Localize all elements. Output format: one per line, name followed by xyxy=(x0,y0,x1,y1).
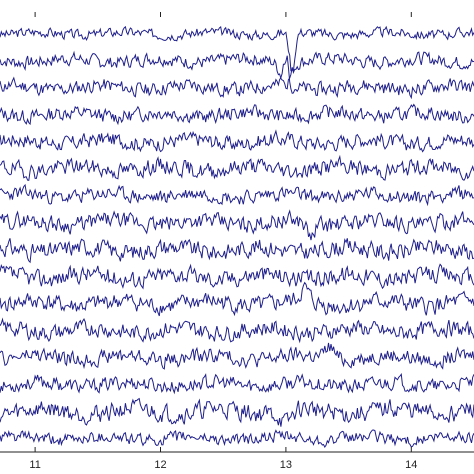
channel-trace-8 xyxy=(0,209,474,241)
channel-trace-4 xyxy=(0,103,474,126)
x-axis: 11 12 13 14 xyxy=(0,12,474,471)
channel-trace-13 xyxy=(0,342,474,370)
channel-trace-3 xyxy=(0,55,474,100)
channel-trace-7 xyxy=(0,183,474,207)
channel-trace-1 xyxy=(0,25,474,72)
channel-trace-5 xyxy=(0,129,474,153)
channel-trace-9 xyxy=(0,238,474,264)
channel-trace-10 xyxy=(0,263,474,290)
channel-trace-2 xyxy=(0,50,474,90)
channel-trace-16 xyxy=(0,429,474,448)
x-tick-label-11: 11 xyxy=(29,459,40,471)
channel-trace-12 xyxy=(0,317,474,344)
channel-trace-15 xyxy=(0,397,474,427)
x-tick-label-12: 12 xyxy=(154,459,166,471)
x-tick-label-14: 14 xyxy=(405,459,417,471)
trace-group xyxy=(0,25,474,448)
channel-trace-11 xyxy=(0,281,474,317)
channel-trace-6 xyxy=(0,154,474,181)
x-tick-label-13: 13 xyxy=(280,459,292,471)
channel-trace-14 xyxy=(0,372,474,395)
